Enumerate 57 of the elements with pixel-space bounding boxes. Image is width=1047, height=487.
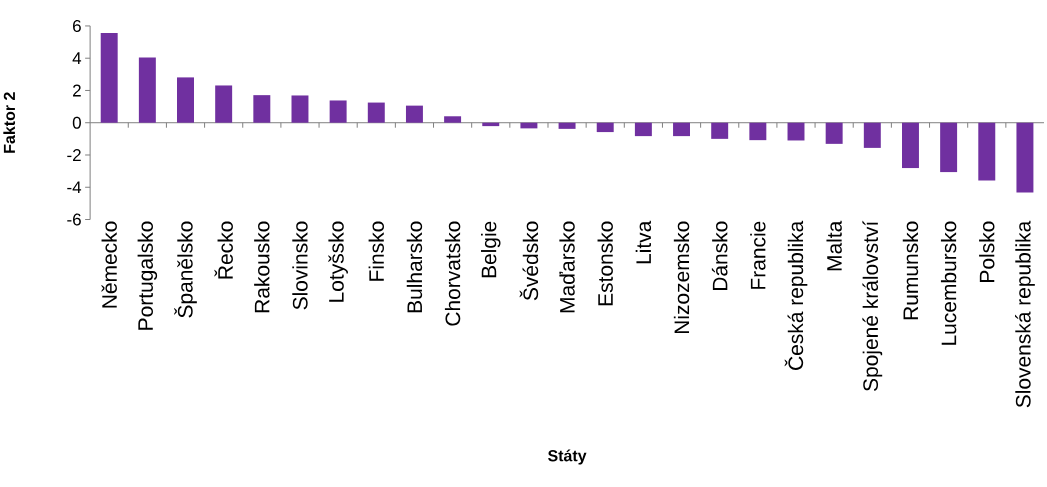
bar <box>596 122 614 133</box>
x-tick-label: Bulharsko <box>406 221 423 313</box>
x-tick-label: Lucembursko <box>940 221 957 345</box>
x-tick-label: Švédsko <box>519 221 539 301</box>
x-tick-label: Estonsko <box>597 221 613 306</box>
x-tick-label: Litva <box>635 220 652 264</box>
bar <box>367 102 385 123</box>
x-tick-label: Německo <box>101 221 117 308</box>
bar <box>711 122 729 139</box>
bar <box>978 122 996 181</box>
bar <box>558 122 576 129</box>
bar <box>177 77 194 123</box>
bar <box>825 122 843 144</box>
x-tick-label: Finsko <box>368 221 384 281</box>
y-tick-label: 0 <box>72 116 81 129</box>
bar <box>329 100 347 123</box>
x-tick-label: Maďarsko <box>559 221 575 313</box>
y-tick-label: 4 <box>72 52 82 65</box>
x-tick-label: Spojené království <box>862 220 883 391</box>
bar <box>634 122 652 137</box>
x-tick-label: Rumunsko <box>902 221 919 320</box>
y-axis-title: Faktor 2 <box>3 92 16 153</box>
x-tick-label: Lotyšsko <box>328 221 348 302</box>
x-tick-label: Nizozemsko <box>673 221 690 334</box>
bar <box>901 122 919 169</box>
bar <box>405 105 423 123</box>
x-tick-label: Malta <box>826 220 842 271</box>
x-tick-label: Řecko <box>214 221 233 279</box>
y-tick-label: 6 <box>73 19 81 32</box>
bar <box>787 122 805 141</box>
bar <box>1016 122 1034 193</box>
x-axis-title: Státy <box>548 449 587 465</box>
x-tick-label: Portugalsko <box>137 221 158 330</box>
x-tick-label: Belgie <box>480 221 501 278</box>
x-tick-label: Dánsko <box>711 221 728 291</box>
bar <box>940 122 958 173</box>
bar <box>673 122 691 137</box>
x-tick-label: Chorvatsko <box>444 221 461 326</box>
x-tick-label: Slovinsko <box>292 221 308 310</box>
x-tick-label: Slovenská republika <box>1015 220 1035 408</box>
x-tick-label: Rakousko <box>254 221 270 313</box>
y-tick-label: 2 <box>73 84 81 97</box>
bar <box>253 95 271 123</box>
bar <box>863 122 881 148</box>
bar <box>100 33 118 123</box>
x-tick-label: Francie <box>750 221 766 289</box>
bar <box>749 122 767 141</box>
bar <box>444 116 462 123</box>
bar <box>215 85 233 123</box>
x-tick-label: Česká republika <box>784 220 808 370</box>
y-tick-label: -4 <box>67 181 82 194</box>
y-tick-label: -2 <box>67 149 81 161</box>
y-tick-label: -6 <box>67 213 81 226</box>
x-tick-label: Polsko <box>979 221 995 282</box>
x-tick-label: Španělsko <box>174 221 197 318</box>
bar <box>138 57 156 123</box>
bar <box>291 95 309 123</box>
